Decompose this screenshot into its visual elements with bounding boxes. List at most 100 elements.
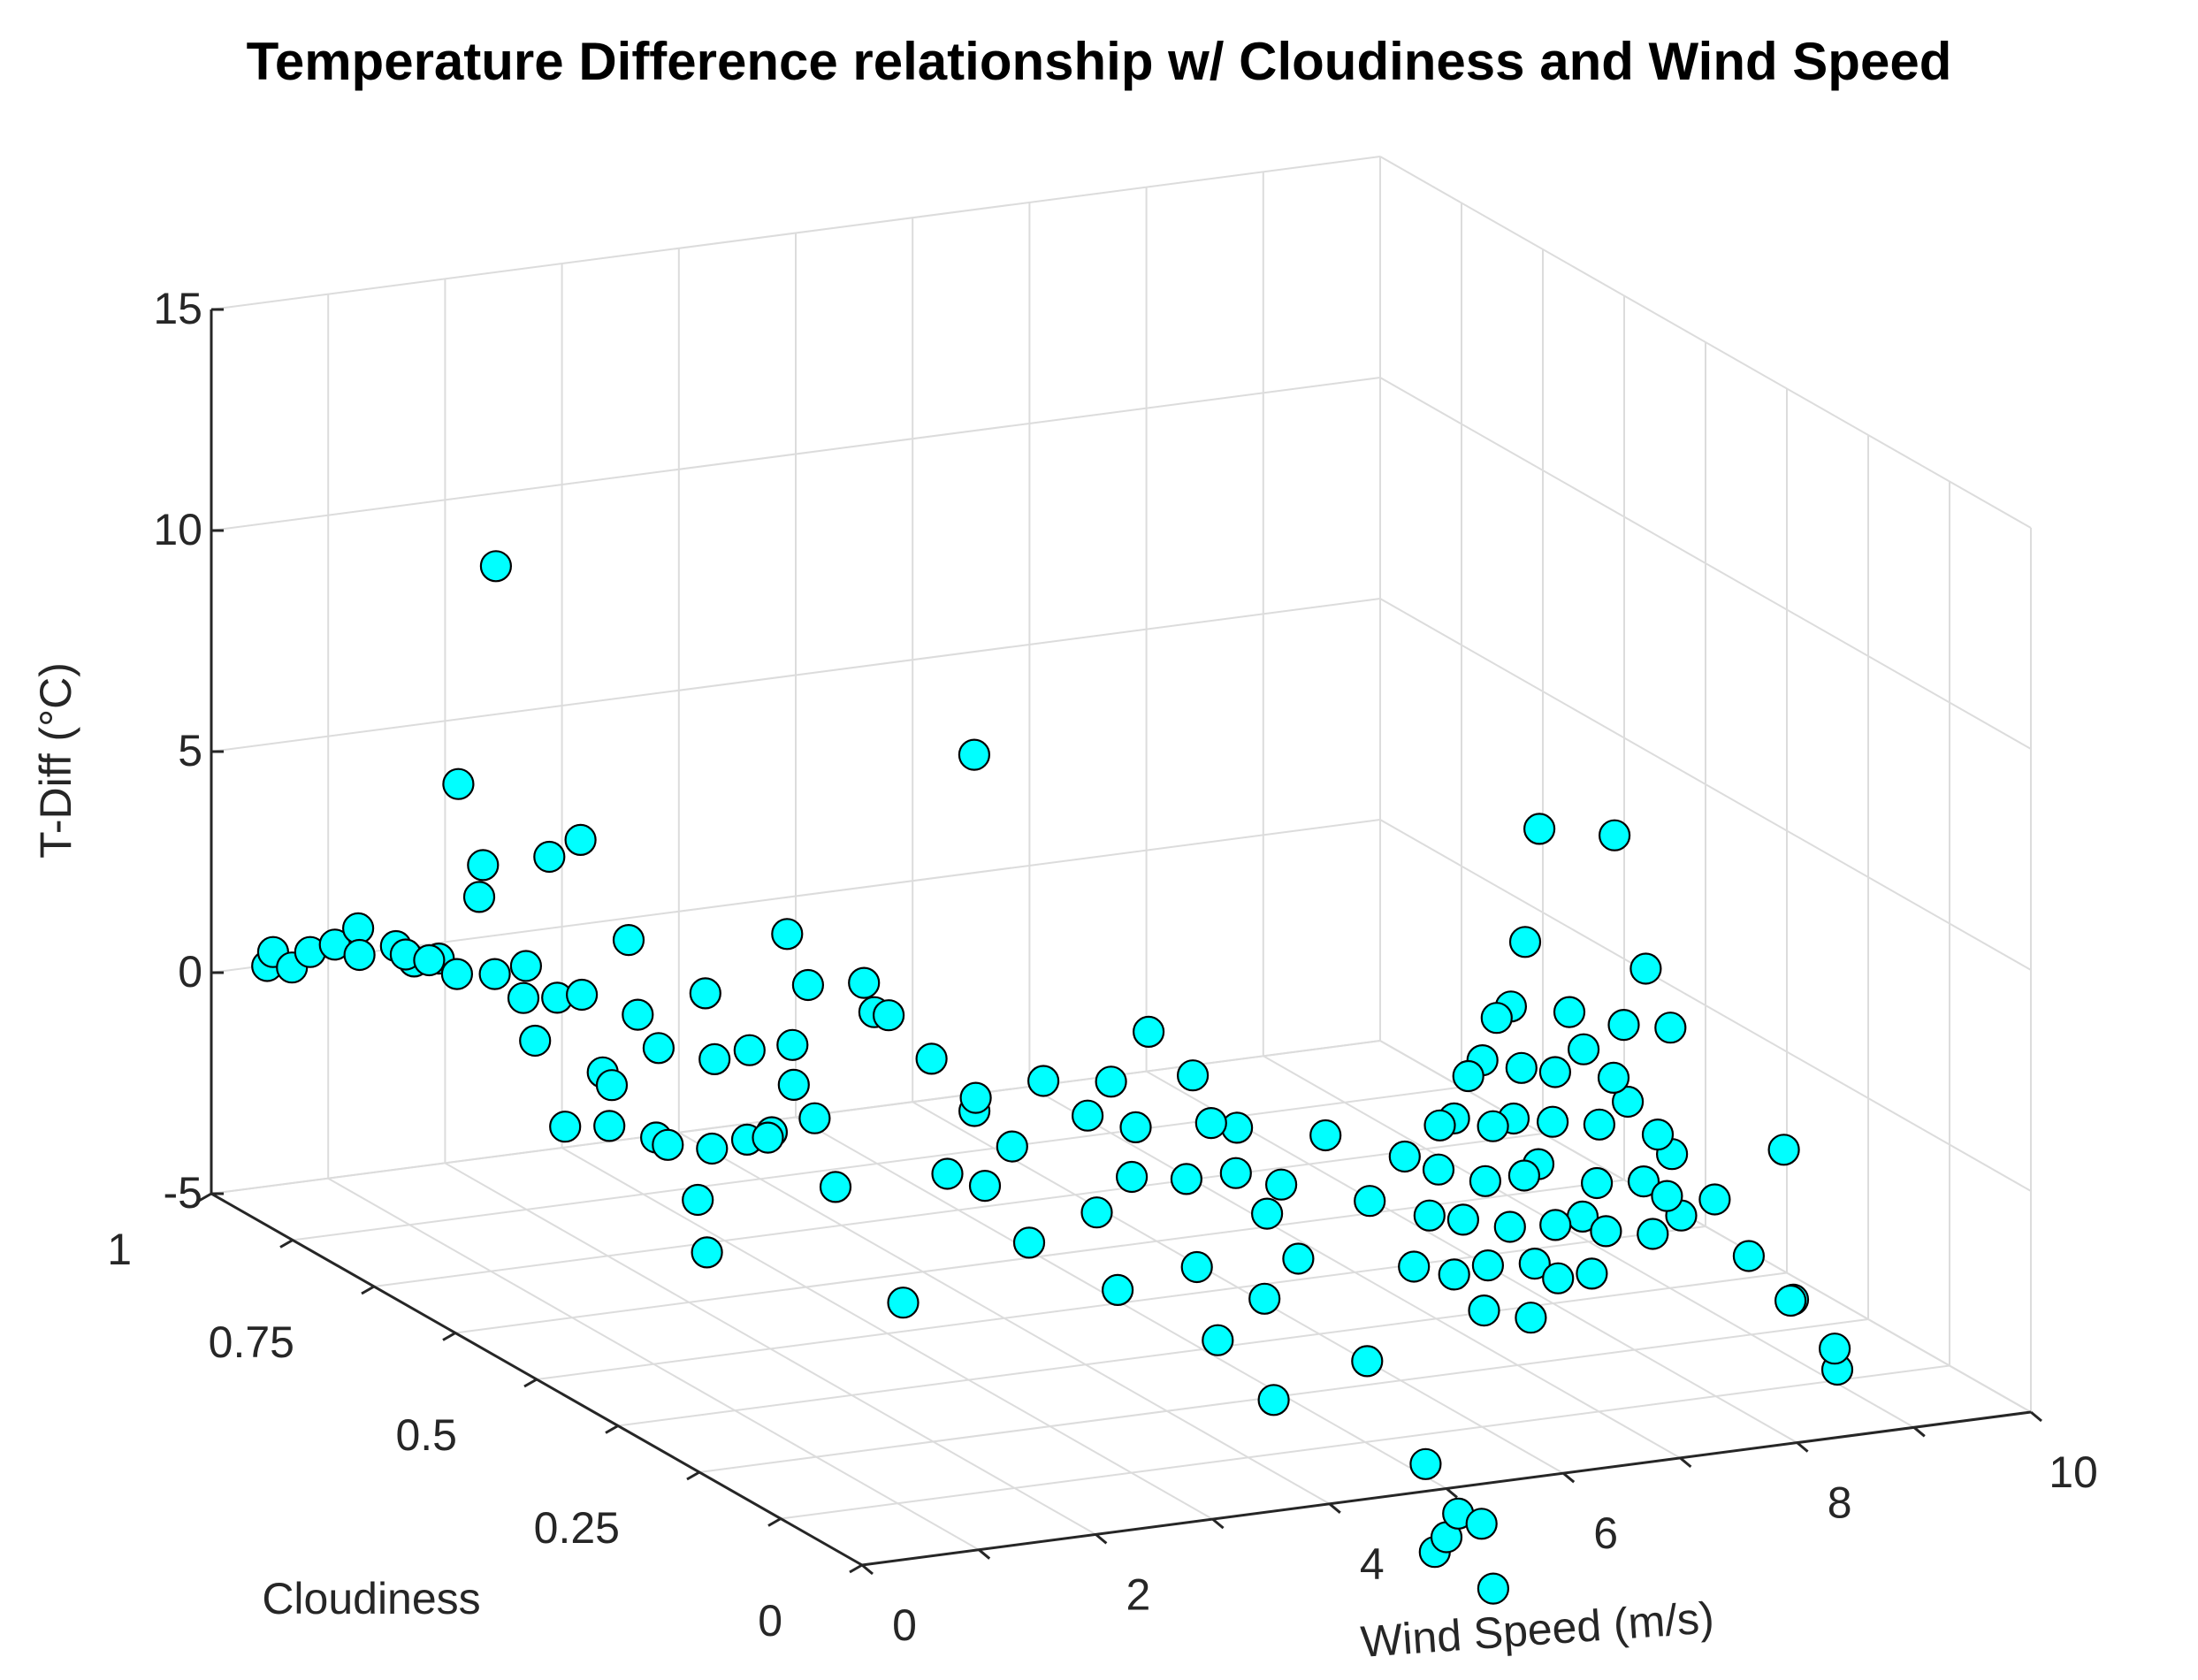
data-point bbox=[1220, 1111, 1254, 1144]
data-point bbox=[771, 918, 804, 951]
data-point bbox=[1115, 1160, 1149, 1194]
axes bbox=[198, 308, 2042, 1576]
x-tick-label: 4 bbox=[1360, 1539, 1385, 1589]
data-point bbox=[1469, 1165, 1502, 1197]
data-point bbox=[1398, 1250, 1431, 1283]
data-point bbox=[440, 958, 474, 990]
data-point bbox=[958, 738, 991, 771]
data-point bbox=[1354, 1185, 1386, 1218]
data-point bbox=[1597, 1061, 1630, 1095]
data-point bbox=[996, 1130, 1028, 1163]
data-point bbox=[1446, 1203, 1480, 1236]
x-tick-label: 10 bbox=[2049, 1447, 2098, 1497]
data-point bbox=[915, 1042, 948, 1075]
x-tick-label: 8 bbox=[1828, 1478, 1852, 1528]
x-tick-mark bbox=[1562, 1472, 1576, 1484]
data-point bbox=[1536, 1105, 1569, 1138]
data-point bbox=[1819, 1333, 1851, 1365]
y-tick-mark bbox=[767, 1517, 782, 1527]
data-point bbox=[1132, 1015, 1165, 1049]
grid-line bbox=[454, 1179, 1625, 1334]
data-point bbox=[564, 823, 597, 857]
tick-labels: 0 2 4 6 8 10 0 0.25 0.5 0.75 1 -5 0 5 10 15 bbox=[107, 284, 2098, 1650]
data-point bbox=[696, 1132, 729, 1165]
data-point bbox=[1732, 1240, 1766, 1272]
data-point bbox=[1351, 1345, 1384, 1378]
y-tick-mark bbox=[442, 1332, 456, 1341]
data-point bbox=[343, 938, 376, 972]
z-tick-label: -5 bbox=[164, 1168, 202, 1218]
data-point bbox=[733, 1034, 766, 1066]
data-point bbox=[752, 1121, 784, 1154]
data-point bbox=[1250, 1197, 1284, 1230]
y-tick-label: 1 bbox=[107, 1225, 132, 1274]
grid-line bbox=[1379, 819, 2032, 1192]
grid-line bbox=[1379, 156, 2032, 529]
data-point bbox=[819, 1171, 852, 1203]
y-tick-mark bbox=[523, 1378, 538, 1388]
data-point bbox=[1438, 1258, 1470, 1291]
grid-line bbox=[780, 1364, 1950, 1520]
data-point bbox=[1480, 1002, 1513, 1035]
x-tick-mark bbox=[1328, 1502, 1341, 1514]
data-point bbox=[1202, 1324, 1234, 1356]
data-point bbox=[1553, 996, 1586, 1028]
data-point bbox=[1257, 1384, 1290, 1417]
y-tick-label: 0.75 bbox=[209, 1317, 294, 1367]
data-point bbox=[1422, 1153, 1455, 1186]
data-point bbox=[1567, 1033, 1600, 1065]
data-point bbox=[791, 968, 825, 1002]
data-point bbox=[1493, 1210, 1526, 1243]
data-point bbox=[968, 1169, 1002, 1203]
data-point bbox=[1309, 1119, 1342, 1152]
data-point bbox=[931, 1157, 964, 1190]
y-tick-mark bbox=[279, 1239, 294, 1249]
data-markers bbox=[251, 550, 1854, 1605]
x-tick-mark bbox=[2030, 1410, 2042, 1423]
x-tick-mark bbox=[1796, 1441, 1809, 1453]
data-point bbox=[1774, 1284, 1807, 1317]
grid-line bbox=[292, 1086, 1462, 1241]
data-point bbox=[652, 1128, 684, 1161]
data-point bbox=[1580, 1166, 1614, 1200]
data-point bbox=[479, 550, 513, 583]
data-point bbox=[1477, 1110, 1509, 1142]
data-point bbox=[1576, 1257, 1608, 1290]
data-point bbox=[1423, 1109, 1456, 1142]
data-point bbox=[478, 958, 511, 990]
data-point bbox=[1542, 1262, 1575, 1294]
data-point bbox=[1194, 1106, 1227, 1140]
data-point bbox=[691, 1236, 723, 1269]
grid-line bbox=[210, 598, 1381, 752]
data-point bbox=[1170, 1163, 1203, 1195]
data-point bbox=[1508, 926, 1542, 958]
data-point bbox=[1282, 1242, 1315, 1275]
data-point bbox=[467, 849, 500, 882]
data-point bbox=[1611, 1085, 1645, 1119]
grid-line bbox=[617, 1271, 1788, 1427]
x-tick-label: 6 bbox=[1593, 1508, 1618, 1558]
data-point bbox=[1505, 1051, 1538, 1084]
y-tick-mark bbox=[361, 1285, 375, 1295]
x-tick-label: 2 bbox=[1126, 1569, 1150, 1619]
data-point bbox=[1477, 1572, 1510, 1605]
x-tick-mark bbox=[861, 1563, 874, 1576]
y-tick-mark bbox=[849, 1563, 863, 1574]
data-point bbox=[1698, 1183, 1731, 1216]
y-tick-mark bbox=[686, 1470, 700, 1481]
data-point bbox=[342, 912, 375, 945]
data-point bbox=[1637, 1218, 1669, 1250]
grid-line bbox=[210, 156, 1381, 310]
x-tick-mark bbox=[1446, 1487, 1458, 1499]
data-point bbox=[1523, 813, 1556, 845]
x-tick-mark bbox=[1095, 1533, 1108, 1545]
y-tick-label: 0.25 bbox=[534, 1503, 620, 1553]
data-point bbox=[776, 1028, 809, 1061]
data-point bbox=[1590, 1215, 1622, 1248]
z-axis-label: T-Diff (°C) bbox=[31, 662, 80, 859]
data-point bbox=[1515, 1302, 1547, 1334]
data-point bbox=[1071, 1099, 1104, 1132]
data-point bbox=[642, 1032, 675, 1065]
